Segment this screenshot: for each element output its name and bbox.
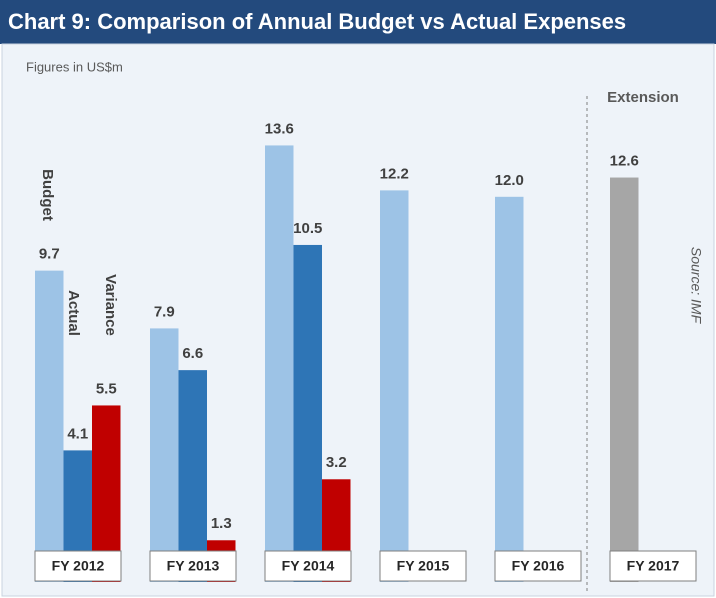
subtitle: Figures in US$m [26,59,123,74]
value-label: 6.6 [182,345,203,362]
category-box [494,550,582,582]
legend-label: Variance [102,274,119,336]
legend-label: Extension [607,89,679,106]
value-label: 13.6 [265,120,294,137]
bar [610,177,639,583]
category-box [34,550,122,582]
bar [150,328,179,582]
x-tick-label: FY 2013 [167,558,220,574]
value-label: 12.0 [495,172,524,189]
category-box [379,550,467,582]
x-tick-label: FY 2015 [397,558,450,574]
legend-label: Budget [39,169,56,221]
bar [293,244,322,582]
title-bar [0,0,716,44]
value-label: 9.7 [39,246,60,263]
x-tick-label: FY 2012 [52,558,105,574]
bar [178,370,207,582]
value-label: 7.9 [154,303,175,320]
category-box [149,550,237,582]
legend-label: Actual [65,290,82,336]
value-label: 1.3 [211,515,232,532]
x-tick-label: FY 2014 [282,558,335,574]
bar [495,196,524,583]
chart-title: Chart 9: Comparison of Annual Budget vs … [8,9,626,34]
category-box [264,550,352,582]
value-label: 5.5 [96,380,117,397]
source-note: Source: IMF [688,247,704,325]
value-label: 4.1 [67,425,88,442]
x-tick-label: FY 2017 [627,558,680,574]
bar [380,190,409,582]
value-label: 3.2 [326,454,347,471]
value-label: 12.2 [380,165,409,182]
plot-background [1,43,715,597]
value-label: 12.6 [610,153,639,170]
x-tick-label: FY 2016 [512,558,565,574]
bar [265,145,294,582]
bar [35,270,64,582]
value-label: 10.5 [293,220,322,237]
category-box [609,550,697,582]
